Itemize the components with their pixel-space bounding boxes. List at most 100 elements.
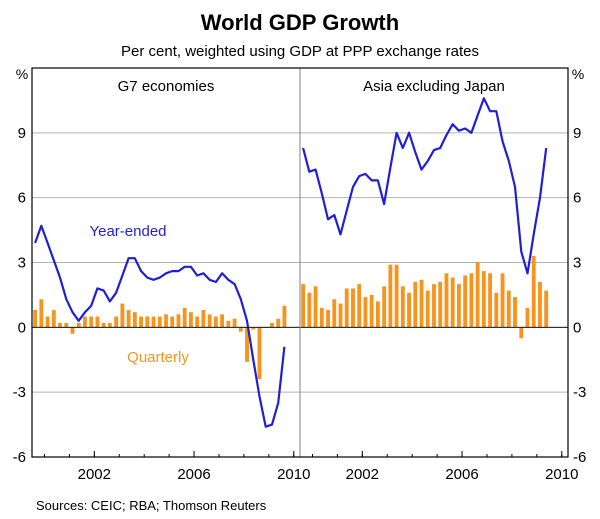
bar-quarterly: [195, 316, 200, 328]
bar-quarterly: [388, 264, 393, 328]
bar-quarterly: [132, 312, 137, 328]
bar-quarterly: [394, 264, 399, 328]
bar-quarterly: [51, 310, 56, 328]
bar-quarterly: [313, 286, 318, 328]
bar-quarterly: [425, 290, 430, 328]
bar-quarterly: [45, 316, 50, 328]
bar-quarterly: [481, 271, 486, 328]
bar-quarterly: [531, 256, 536, 328]
bar-quarterly: [363, 297, 368, 328]
x-tick-label: 2010: [545, 466, 578, 483]
bar-quarterly: [369, 294, 374, 328]
bar-quarterly: [238, 327, 243, 332]
x-tick-label: 2010: [277, 466, 310, 483]
line-year-ended: [302, 97, 548, 275]
bar-quarterly: [544, 290, 549, 328]
bar-quarterly: [114, 316, 119, 328]
plot-frame: [31, 67, 569, 458]
bar-quarterly: [332, 299, 337, 328]
bar-quarterly: [407, 292, 412, 328]
y-tick-label-left: -3: [13, 384, 26, 401]
bar-quarterly: [33, 310, 38, 328]
bar-quarterly: [519, 327, 524, 339]
bar-quarterly: [500, 273, 505, 328]
x-tick-label: 2006: [445, 466, 478, 483]
y-tick-label-right: 9: [573, 125, 581, 142]
bar-quarterly: [450, 277, 455, 328]
panel-asia: [301, 97, 549, 339]
bar-quarterly: [245, 327, 249, 362]
bar-quarterly: [351, 288, 355, 328]
bar-quarterly: [375, 301, 380, 328]
bar-quarterly: [282, 305, 287, 328]
bar-quarterly: [357, 284, 362, 328]
x-tick-label: 2006: [177, 466, 210, 483]
x-tick-label: 2002: [78, 466, 111, 483]
bar-quarterly: [463, 275, 468, 328]
bar-quarterly: [39, 299, 44, 328]
bar-quarterly: [107, 323, 112, 328]
y-tick-label-right: 0: [573, 319, 581, 336]
annotation-year-ended: Year-ended: [89, 223, 166, 240]
bar-quarterly: [101, 323, 106, 328]
bar-quarterly: [188, 312, 193, 328]
x-tick-label: 2002: [346, 466, 379, 483]
bar-quarterly: [413, 281, 418, 328]
bar-quarterly: [301, 284, 306, 328]
bar-quarterly: [326, 310, 330, 328]
bar-quarterly: [444, 273, 449, 328]
y-unit-right: %: [572, 66, 584, 82]
bar-quarterly: [70, 327, 75, 334]
bar-quarterly: [525, 307, 530, 328]
y-tick-label-left: 9: [18, 125, 26, 142]
bar-quarterly: [506, 290, 511, 328]
annotation-quarterly: Quarterly: [127, 349, 189, 366]
panel-g7: [33, 224, 287, 428]
bar-quarterly: [120, 303, 125, 328]
bar-quarterly: [338, 303, 343, 328]
chart-subtitle: Per cent, weighted using GDP at PPP exch…: [121, 43, 479, 60]
bar-quarterly: [58, 323, 62, 328]
bar-quarterly: [157, 316, 162, 328]
panel-title-asia: Asia excluding Japan: [363, 78, 505, 95]
bar-quarterly: [251, 327, 256, 330]
bar-quarterly: [276, 318, 281, 328]
bar-quarterly: [76, 323, 81, 328]
chart-title: World GDP Growth: [201, 10, 399, 35]
bar-quarterly: [213, 316, 218, 328]
bar-quarterly: [538, 281, 542, 328]
bar-quarterly: [475, 262, 480, 328]
y-tick-label-right: -3: [573, 384, 586, 401]
bar-quarterly: [319, 307, 324, 328]
bar-quarterly: [456, 284, 461, 328]
y-tick-label-right: -6: [573, 449, 586, 466]
bar-quarterly: [513, 297, 517, 328]
bar-quarterly: [139, 316, 144, 328]
bar-quarterly: [226, 320, 231, 328]
y-tick-label-right: 6: [573, 190, 581, 207]
y-tick-label-left: 0: [18, 319, 26, 336]
bar-quarterly: [232, 318, 237, 328]
bar-quarterly: [176, 314, 181, 328]
bar-quarterly: [201, 310, 206, 328]
bar-quarterly: [182, 307, 187, 328]
bar-quarterly: [220, 314, 225, 328]
bar-quarterly: [95, 316, 100, 328]
y-tick-label-left: 6: [18, 190, 26, 207]
bar-quarterly: [307, 292, 312, 328]
bar-quarterly: [145, 316, 150, 328]
bar-quarterly: [151, 316, 156, 328]
bar-quarterly: [432, 284, 436, 328]
bar-quarterly: [164, 314, 168, 328]
bar-quarterly: [257, 327, 262, 380]
y-tick-label-left: -6: [13, 449, 26, 466]
y-tick-label-right: 3: [573, 255, 581, 272]
bar-quarterly: [488, 273, 493, 328]
bar-quarterly: [469, 273, 474, 328]
bar-quarterly: [419, 279, 424, 328]
bar-quarterly: [400, 286, 405, 328]
y-unit-left: %: [16, 66, 28, 82]
bar-quarterly: [382, 286, 387, 328]
bar-quarterly: [126, 310, 131, 328]
panel-title-g7: G7 economies: [118, 78, 215, 95]
